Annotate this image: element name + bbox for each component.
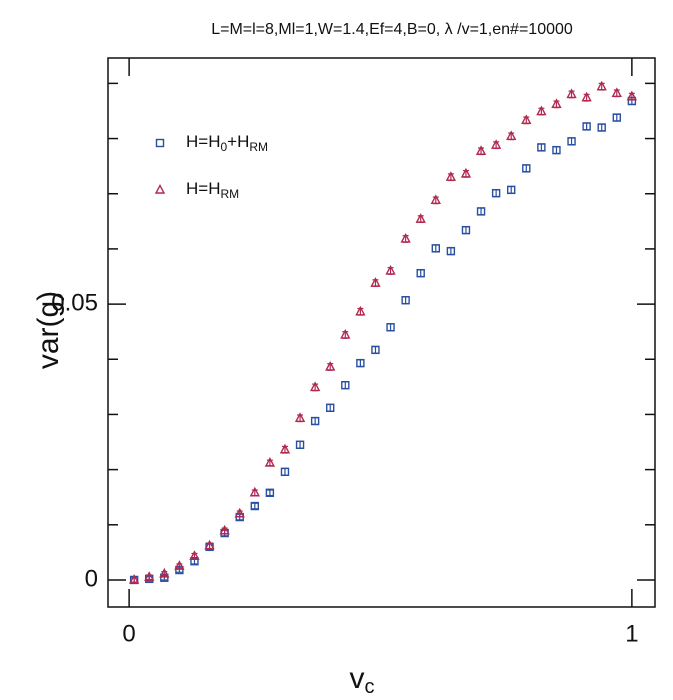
marker bbox=[264, 457, 276, 467]
plot-frame bbox=[107, 57, 656, 608]
marker bbox=[431, 244, 440, 253]
marker bbox=[174, 560, 185, 570]
marker bbox=[415, 213, 426, 223]
marker bbox=[325, 360, 336, 371]
marker bbox=[445, 171, 457, 181]
marker bbox=[521, 114, 532, 125]
marker bbox=[537, 143, 546, 152]
marker bbox=[386, 323, 395, 332]
marker bbox=[566, 88, 577, 99]
marker bbox=[234, 507, 245, 518]
marker bbox=[310, 416, 320, 426]
legend-label: H=HRM bbox=[186, 179, 239, 201]
marker bbox=[597, 123, 606, 132]
chart-title: L=M=l=8,Ml=1,W=1.4,Ef=4,B=0, λ /v=1,en#=… bbox=[211, 21, 573, 38]
marker bbox=[416, 268, 425, 278]
marker bbox=[490, 139, 502, 149]
x-axis-label-main: v bbox=[350, 662, 365, 695]
marker bbox=[219, 524, 230, 535]
marker bbox=[204, 539, 215, 550]
marker bbox=[567, 137, 576, 146]
legend-label-sub: RM bbox=[220, 187, 239, 201]
marker bbox=[446, 246, 456, 256]
marker bbox=[522, 164, 531, 173]
legend-marker bbox=[155, 138, 165, 148]
legend-marker bbox=[154, 184, 166, 194]
marker bbox=[611, 87, 622, 98]
marker bbox=[295, 440, 305, 449]
marker bbox=[596, 80, 607, 91]
marker bbox=[491, 188, 501, 198]
marker bbox=[460, 167, 472, 178]
marker bbox=[249, 486, 260, 497]
legend-label-part: H=H bbox=[186, 132, 220, 151]
marker bbox=[265, 488, 275, 497]
marker bbox=[294, 412, 306, 422]
marker bbox=[355, 305, 366, 316]
marker bbox=[385, 264, 396, 275]
legend-label-sub: 0 bbox=[220, 140, 227, 154]
legend-label-part: +H bbox=[227, 132, 249, 151]
marker bbox=[309, 381, 321, 392]
x-tick-label: 0 bbox=[122, 620, 135, 647]
marker bbox=[552, 145, 561, 155]
marker bbox=[581, 91, 592, 102]
marker bbox=[551, 98, 562, 109]
marker bbox=[144, 571, 155, 581]
marker bbox=[612, 113, 621, 122]
marker bbox=[280, 467, 290, 477]
y-tick-label: 0.05 bbox=[51, 289, 98, 316]
marker bbox=[159, 567, 170, 578]
marker bbox=[461, 225, 471, 235]
marker bbox=[506, 130, 517, 141]
marker bbox=[279, 443, 291, 454]
marker bbox=[536, 105, 547, 116]
y-tick-label: 0 bbox=[85, 565, 98, 592]
marker bbox=[370, 277, 381, 287]
marker bbox=[341, 380, 350, 390]
marker bbox=[371, 345, 380, 355]
marker bbox=[250, 501, 260, 511]
marker bbox=[400, 232, 411, 243]
marker bbox=[475, 145, 487, 155]
marker bbox=[507, 185, 516, 195]
marker bbox=[356, 358, 365, 368]
x-tick-label: 1 bbox=[625, 620, 638, 647]
marker bbox=[401, 296, 410, 305]
marker bbox=[582, 122, 591, 131]
y-axis-label: var(g) bbox=[32, 291, 65, 369]
legend-label-part: H=H bbox=[186, 179, 220, 198]
legend-label-sub: RM bbox=[249, 140, 268, 154]
marker bbox=[430, 194, 441, 205]
legend-label: H=H0+HRM bbox=[186, 132, 268, 154]
marker bbox=[128, 573, 140, 584]
marker bbox=[326, 403, 335, 413]
x-axis-label-sub: c bbox=[365, 676, 375, 698]
marker bbox=[626, 90, 638, 101]
marker bbox=[476, 207, 486, 216]
x-axis-label: vc bbox=[350, 662, 375, 698]
marker bbox=[340, 328, 351, 339]
marker bbox=[189, 550, 200, 560]
